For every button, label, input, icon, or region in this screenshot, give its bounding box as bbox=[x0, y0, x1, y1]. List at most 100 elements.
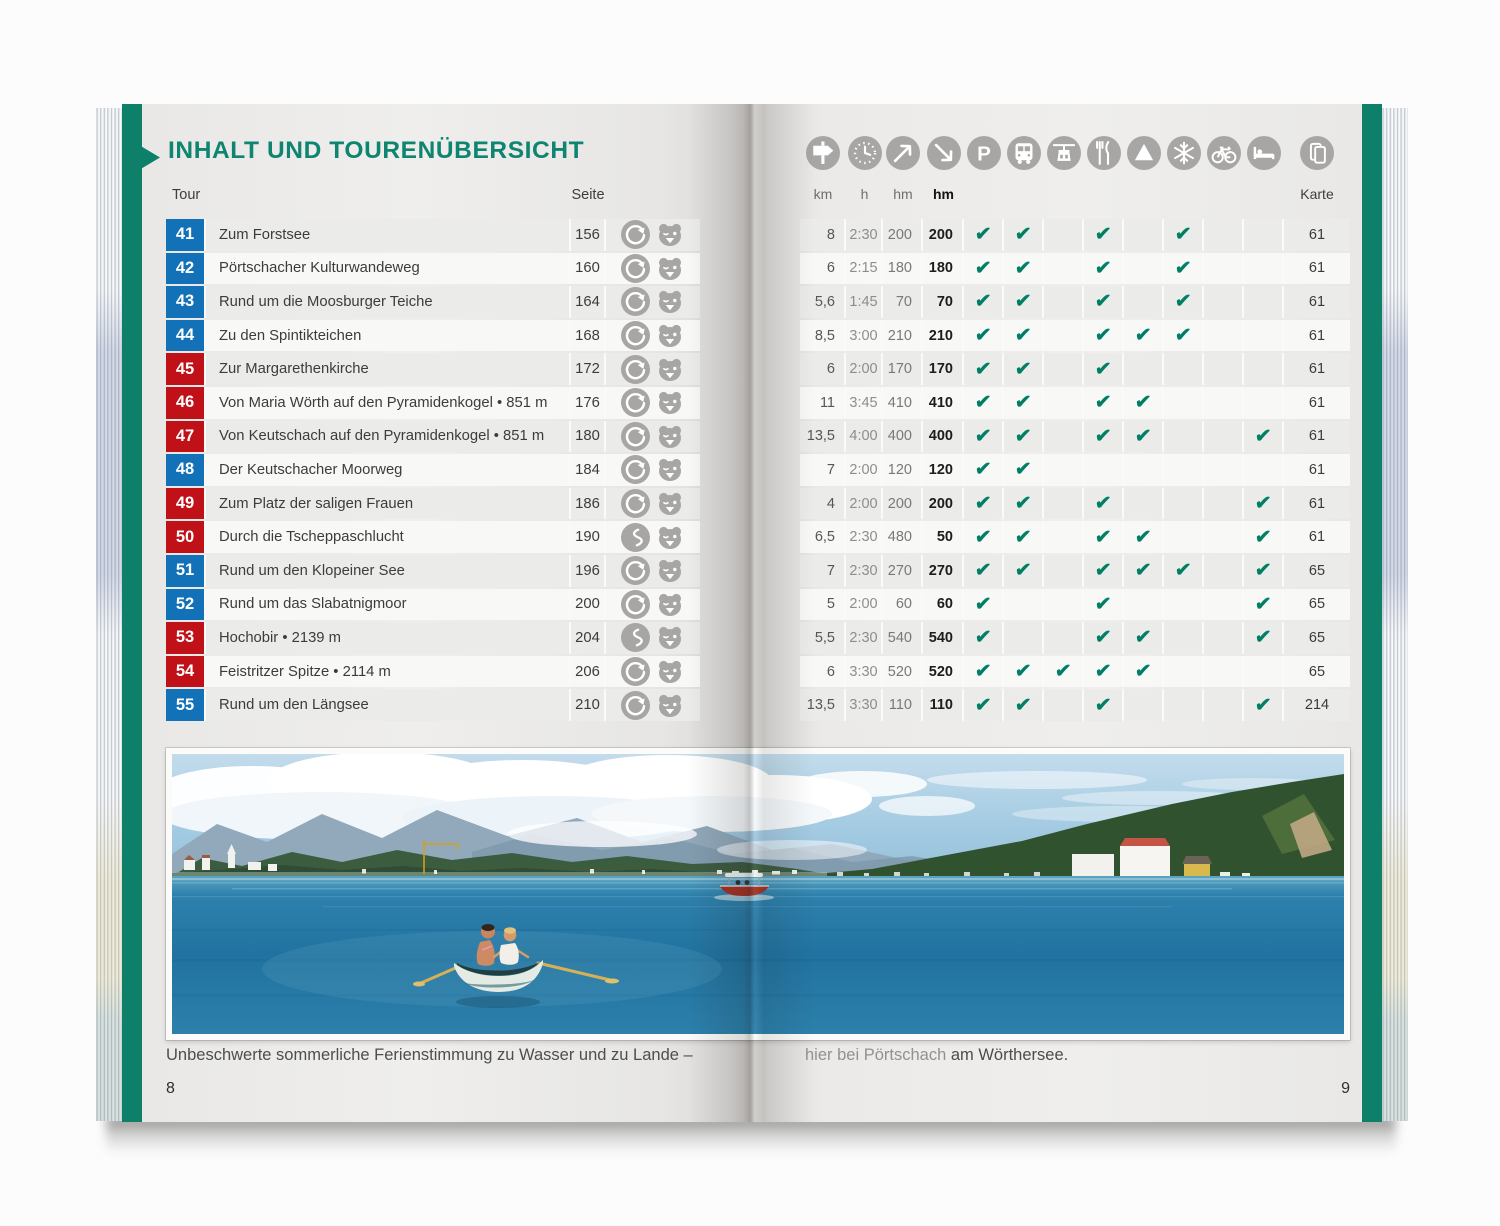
tour-km: 8 bbox=[800, 219, 846, 251]
cover-edge-left bbox=[122, 104, 142, 1122]
checkmark-icon: ✔ bbox=[973, 425, 993, 447]
checkmark-icon: ✔ bbox=[1053, 661, 1073, 683]
tour-name: Zum Platz der saligen Frauen bbox=[206, 487, 571, 520]
tour-row-details: 13,5 3:30 110 110 ✔ ✔ ✔ ✔ 214 bbox=[800, 689, 1350, 721]
feature-check-peak: ✔ bbox=[1124, 655, 1164, 688]
tour-type-icons bbox=[606, 655, 700, 688]
tour-duration: 2:00 bbox=[846, 454, 883, 486]
tour-km: 6 bbox=[800, 252, 846, 285]
tour-page-number: 204 bbox=[571, 622, 606, 654]
loop-route-icon bbox=[621, 321, 650, 351]
feature-check-bicycle bbox=[1204, 487, 1244, 520]
tour-map-number: 61 bbox=[1284, 521, 1350, 553]
feature-check-restaurant: ✔ bbox=[1084, 353, 1124, 385]
feature-check-bus bbox=[1004, 588, 1044, 621]
caption-place: hier bei Pörtschach bbox=[805, 1046, 947, 1064]
tour-number-badge: 55 bbox=[166, 689, 206, 721]
tour-row: 42 Pörtschacher Kulturwandeweg 160 bbox=[166, 252, 700, 285]
family-friendly-icon bbox=[655, 691, 685, 720]
signpost-icon bbox=[806, 136, 840, 170]
feature-check-bus: ✔ bbox=[1004, 454, 1044, 486]
feature-check-snowflake bbox=[1164, 487, 1204, 520]
loop-route-icon bbox=[621, 657, 650, 687]
checkmark-icon: ✔ bbox=[1013, 358, 1033, 380]
tour-page-number: 206 bbox=[571, 655, 606, 688]
tour-km: 5 bbox=[800, 588, 846, 621]
tour-row: 54 Feistritzer Spitze • 2114 m 206 bbox=[166, 655, 700, 688]
checkmark-icon: ✔ bbox=[1093, 694, 1113, 716]
feature-check-bed: ✔ bbox=[1244, 622, 1284, 654]
feature-check-bed bbox=[1244, 386, 1284, 419]
tour-map-number: 61 bbox=[1284, 353, 1350, 385]
tour-km: 7 bbox=[800, 454, 846, 486]
checkmark-icon: ✔ bbox=[1013, 425, 1033, 447]
checkmark-icon: ✔ bbox=[973, 560, 993, 582]
feature-check-peak bbox=[1124, 286, 1164, 318]
photo-caption-right: hier bei Pörtschach am Wörthersee. bbox=[805, 1046, 1068, 1065]
tour-type-icons bbox=[606, 252, 700, 285]
tour-map-number: 61 bbox=[1284, 252, 1350, 285]
checkmark-icon: ✔ bbox=[1013, 694, 1033, 716]
tour-type-icons bbox=[606, 521, 700, 553]
page-number-right: 9 bbox=[1341, 1080, 1350, 1097]
feature-check-snowflake bbox=[1164, 454, 1204, 486]
tour-row: 55 Rund um den Längsee 210 bbox=[166, 689, 700, 721]
feature-check-peak bbox=[1124, 487, 1164, 520]
checkmark-icon: ✔ bbox=[1013, 325, 1033, 347]
feature-check-parking: ✔ bbox=[964, 420, 1004, 453]
feature-check-snowflake bbox=[1164, 588, 1204, 621]
checkmark-icon: ✔ bbox=[1013, 291, 1033, 313]
feature-check-peak bbox=[1124, 219, 1164, 251]
feature-check-cablecar bbox=[1044, 521, 1084, 553]
tour-ascent: 110 bbox=[883, 689, 923, 721]
tour-ascent: 400 bbox=[883, 420, 923, 453]
tour-type-icons bbox=[606, 386, 700, 419]
family-friendly-icon bbox=[655, 455, 685, 484]
peak-icon bbox=[1127, 136, 1161, 170]
checkmark-icon: ✔ bbox=[1093, 358, 1113, 380]
motorboat bbox=[714, 873, 774, 901]
photo-caption-left: Unbeschwerte sommerliche Ferienstimmung … bbox=[166, 1046, 693, 1064]
tour-descent: 410 bbox=[923, 386, 964, 419]
tour-row: 51 Rund um den Klopeiner See 196 bbox=[166, 554, 700, 587]
feature-check-bed: ✔ bbox=[1244, 588, 1284, 621]
feature-check-restaurant: ✔ bbox=[1084, 420, 1124, 453]
family-friendly-icon bbox=[655, 220, 685, 249]
feature-check-peak bbox=[1124, 353, 1164, 385]
feature-check-bus: ✔ bbox=[1004, 219, 1044, 251]
feature-check-peak: ✔ bbox=[1124, 319, 1164, 352]
tour-row-details: 6,5 2:30 480 50 ✔ ✔ ✔ ✔ ✔ 61 bbox=[800, 521, 1350, 553]
tour-row: 44 Zu den Spintikteichen 168 bbox=[166, 319, 700, 352]
page-title: INHALT UND TOURENÜBERSICHT bbox=[168, 137, 585, 164]
feature-check-bus: ✔ bbox=[1004, 521, 1044, 553]
restaurant-icon bbox=[1087, 136, 1121, 170]
checkmark-icon: ✔ bbox=[1253, 425, 1273, 447]
feature-check-bus: ✔ bbox=[1004, 554, 1044, 587]
tour-descent: 110 bbox=[923, 689, 964, 721]
tour-km: 5,5 bbox=[800, 622, 846, 654]
tour-type-icons bbox=[606, 219, 700, 251]
feature-check-restaurant: ✔ bbox=[1084, 622, 1124, 654]
family-friendly-icon bbox=[655, 623, 685, 652]
checkmark-icon: ✔ bbox=[1253, 526, 1273, 548]
cover-edge-right bbox=[1362, 104, 1382, 1122]
tour-number-badge: 52 bbox=[166, 588, 206, 621]
page-stack-right bbox=[1382, 108, 1408, 1121]
tour-page-number: 156 bbox=[571, 219, 606, 251]
tour-row-details: 6 2:15 180 180 ✔ ✔ ✔ ✔ 61 bbox=[800, 252, 1350, 285]
tour-type-icons bbox=[606, 420, 700, 453]
feature-check-restaurant bbox=[1084, 454, 1124, 486]
feature-check-snowflake bbox=[1164, 521, 1204, 553]
feature-check-peak bbox=[1124, 454, 1164, 486]
feature-check-cablecar bbox=[1044, 252, 1084, 285]
tour-number-badge: 49 bbox=[166, 487, 206, 520]
tour-page-number: 164 bbox=[571, 286, 606, 318]
tour-km: 5,6 bbox=[800, 286, 846, 318]
tour-row-details: 11 3:45 410 410 ✔ ✔ ✔ ✔ 61 bbox=[800, 386, 1350, 419]
tour-row: 47 Von Keutschach auf den Pyramidenkogel … bbox=[166, 420, 700, 453]
feature-check-bicycle bbox=[1204, 286, 1244, 318]
tour-km: 6 bbox=[800, 353, 846, 385]
bed-icon bbox=[1247, 136, 1281, 170]
checkmark-icon: ✔ bbox=[1173, 224, 1193, 246]
checkmark-icon: ✔ bbox=[973, 325, 993, 347]
